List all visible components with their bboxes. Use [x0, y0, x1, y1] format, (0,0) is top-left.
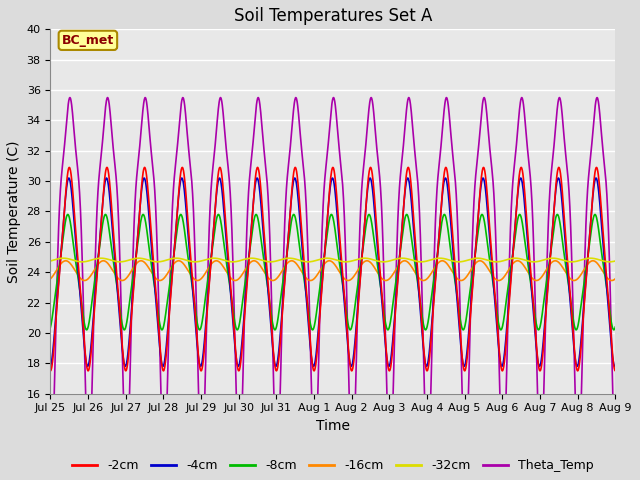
-2cm — [611, 368, 619, 374]
Theta_Temp — [595, 105, 603, 111]
-4cm — [595, 194, 603, 200]
Line: -2cm: -2cm — [51, 168, 615, 371]
-16cm — [611, 276, 619, 282]
-16cm — [492, 276, 499, 282]
-16cm — [47, 276, 54, 282]
-8cm — [76, 283, 83, 289]
-32cm — [285, 255, 293, 261]
-16cm — [595, 263, 603, 269]
-16cm — [321, 260, 329, 265]
Text: BC_met: BC_met — [62, 34, 114, 47]
-8cm — [307, 321, 314, 327]
-16cm — [570, 277, 578, 283]
-32cm — [493, 259, 500, 264]
-2cm — [47, 368, 54, 374]
-16cm — [212, 258, 220, 264]
Line: Theta_Temp: Theta_Temp — [51, 97, 615, 462]
-8cm — [321, 245, 329, 251]
-2cm — [307, 342, 314, 348]
Theta_Temp — [611, 456, 619, 462]
-32cm — [321, 255, 329, 261]
-8cm — [492, 301, 500, 307]
-4cm — [611, 363, 619, 369]
Theta_Temp — [322, 167, 330, 172]
-32cm — [492, 259, 499, 264]
-2cm — [76, 273, 83, 279]
Theta_Temp — [47, 456, 54, 462]
Line: -32cm: -32cm — [51, 258, 615, 262]
Line: -16cm: -16cm — [51, 261, 615, 280]
-2cm — [321, 243, 329, 249]
Line: -8cm: -8cm — [51, 215, 615, 330]
Theta_Temp — [307, 348, 314, 354]
Theta_Temp — [104, 95, 111, 100]
-32cm — [596, 257, 604, 263]
Title: Soil Temperatures Set A: Soil Temperatures Set A — [234, 7, 432, 25]
Theta_Temp — [76, 185, 83, 191]
-2cm — [595, 180, 603, 186]
-4cm — [321, 240, 329, 246]
Theta_Temp — [596, 108, 604, 114]
-4cm — [596, 197, 604, 203]
-2cm — [492, 298, 499, 304]
X-axis label: Time: Time — [316, 419, 350, 433]
-4cm — [307, 345, 314, 351]
-2cm — [595, 177, 603, 183]
Legend: -2cm, -4cm, -8cm, -16cm, -32cm, Theta_Temp: -2cm, -4cm, -8cm, -16cm, -32cm, Theta_Te… — [67, 455, 598, 478]
Y-axis label: Soil Temperature (C): Soil Temperature (C) — [7, 140, 21, 283]
-16cm — [307, 277, 314, 283]
-8cm — [611, 324, 619, 330]
-8cm — [234, 327, 241, 333]
-4cm — [76, 282, 83, 288]
-8cm — [440, 212, 448, 217]
-4cm — [422, 363, 430, 369]
-16cm — [76, 274, 83, 280]
-32cm — [47, 258, 54, 264]
-8cm — [595, 231, 603, 237]
-16cm — [596, 264, 604, 269]
-4cm — [47, 363, 54, 369]
Theta_Temp — [311, 459, 319, 465]
-32cm — [76, 259, 83, 264]
-8cm — [596, 233, 604, 239]
-2cm — [253, 165, 261, 170]
Line: -4cm: -4cm — [51, 178, 615, 366]
-32cm — [595, 257, 603, 263]
Theta_Temp — [492, 236, 500, 242]
-32cm — [611, 258, 619, 264]
-8cm — [47, 324, 54, 330]
-4cm — [216, 175, 223, 181]
-32cm — [307, 259, 314, 264]
-4cm — [492, 310, 500, 315]
